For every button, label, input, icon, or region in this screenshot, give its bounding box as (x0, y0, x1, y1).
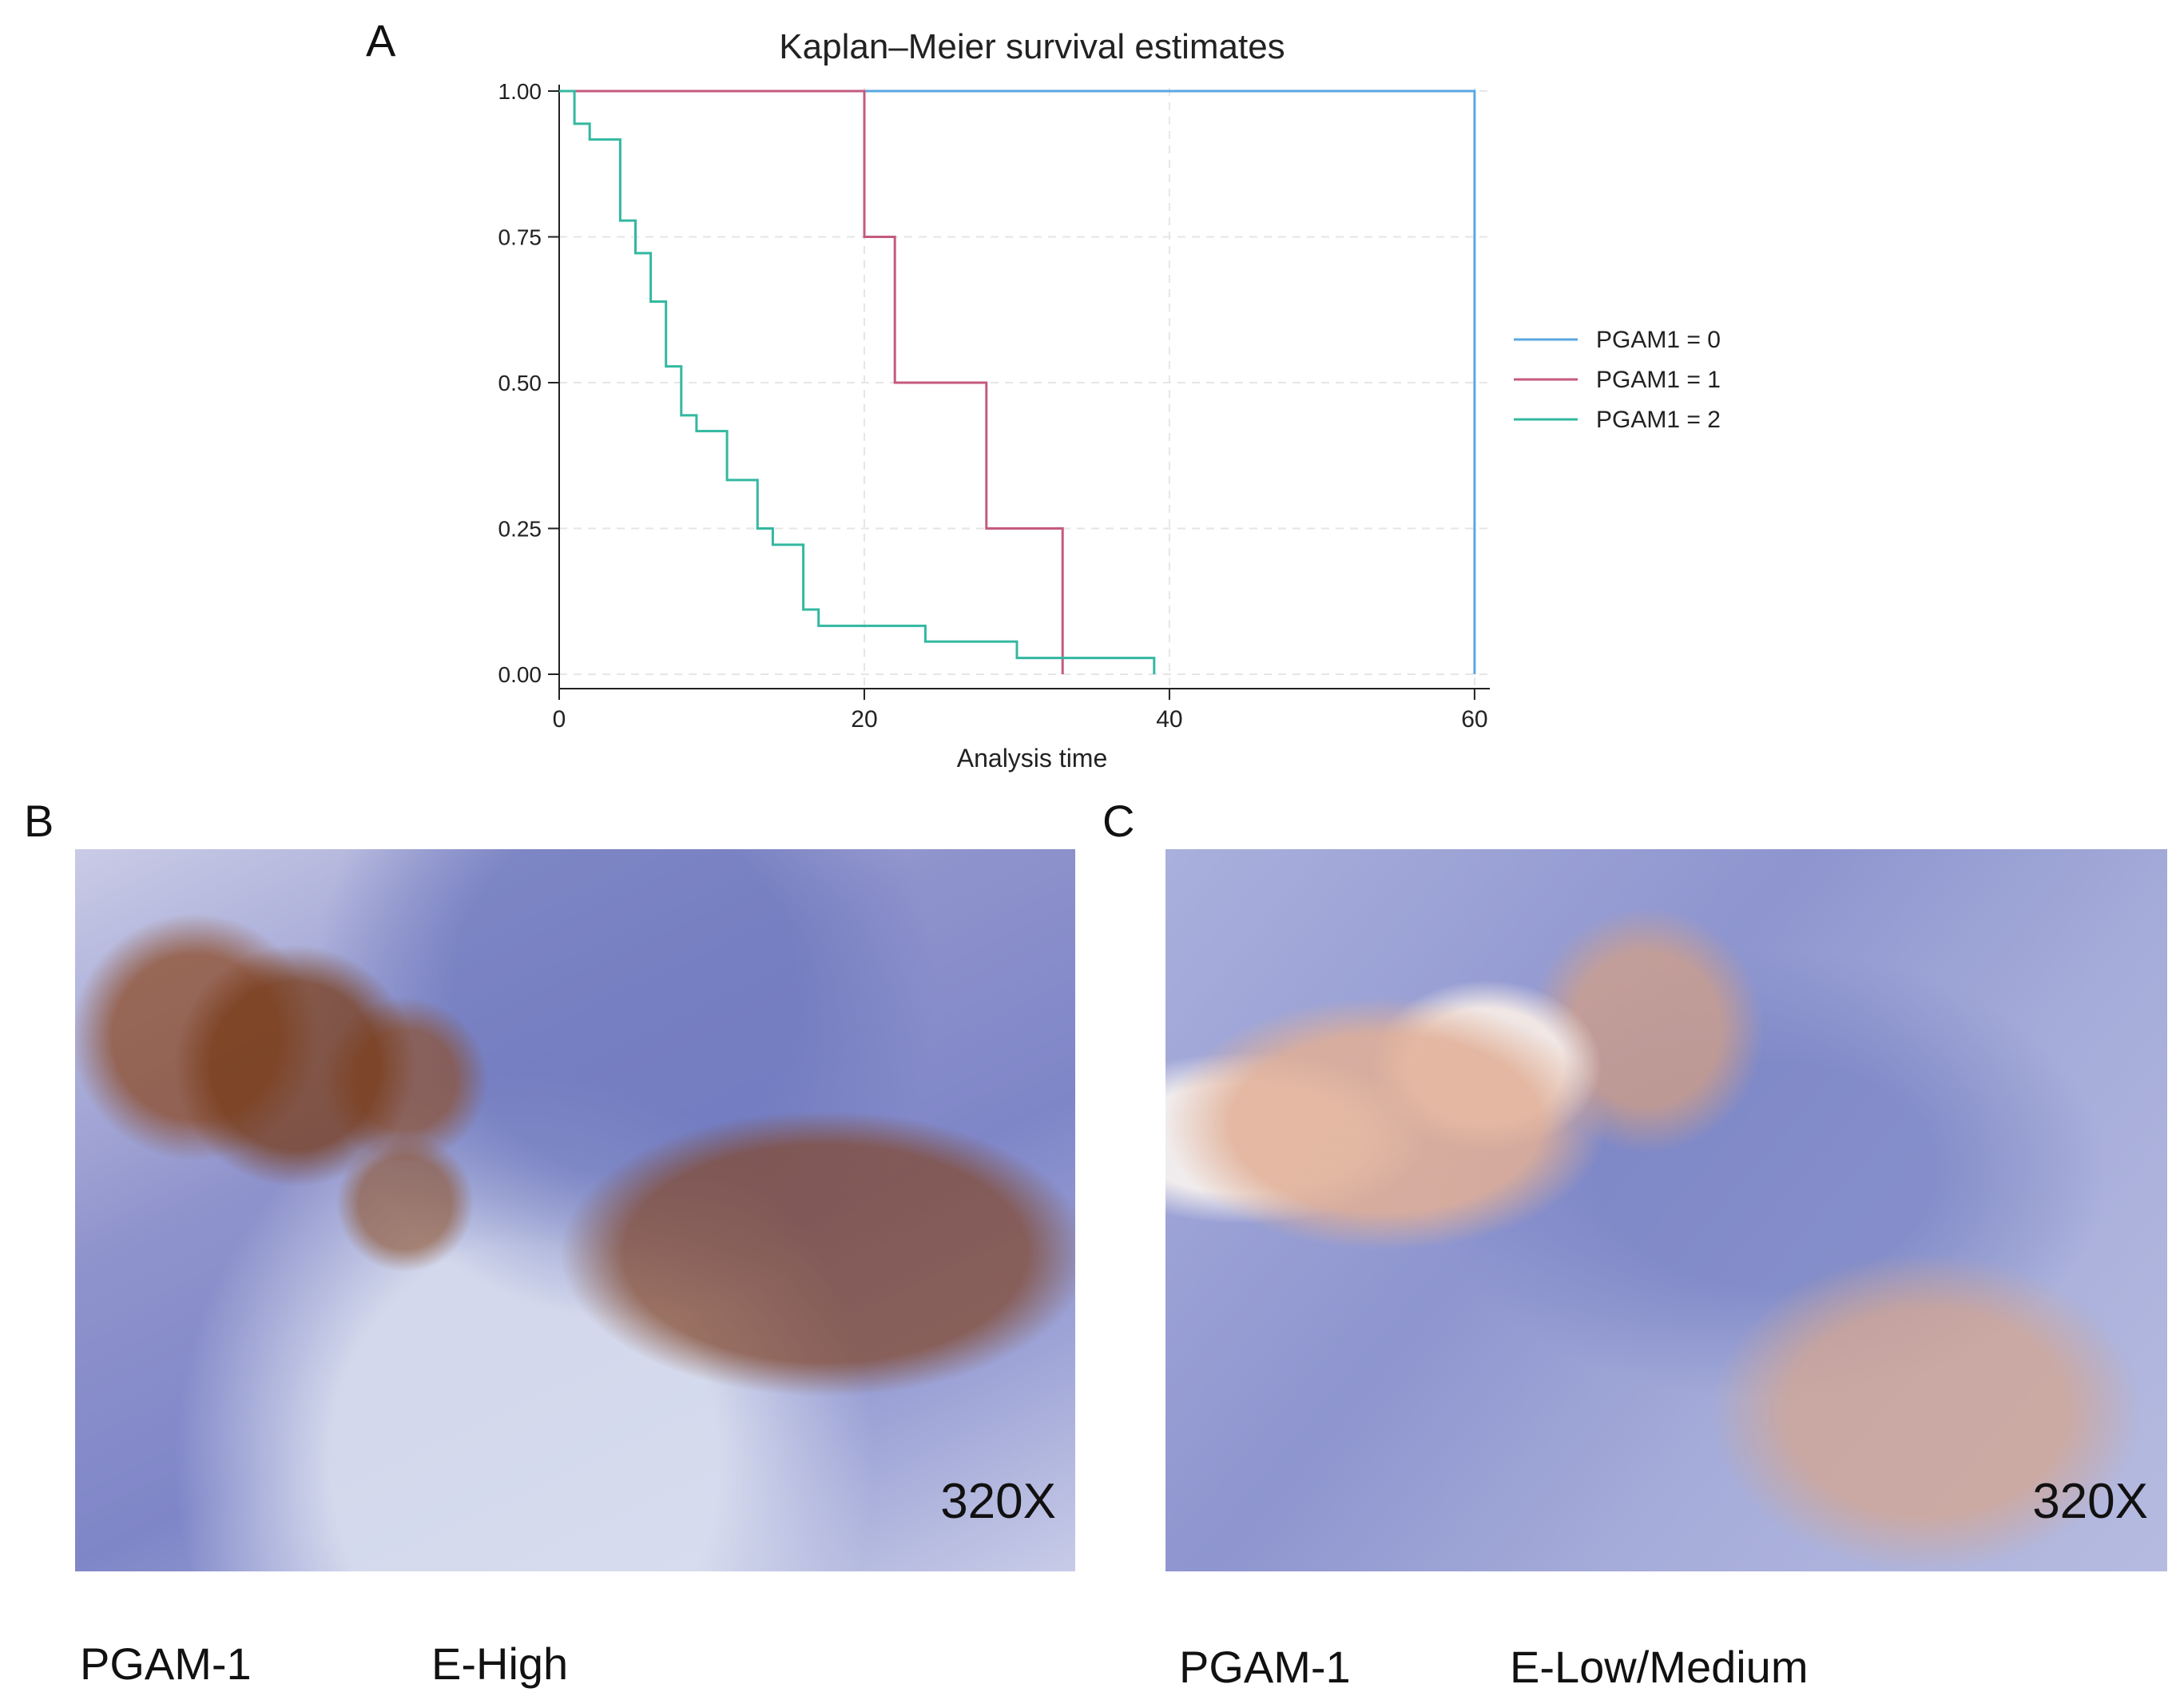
x-tick-label: 60 (1461, 706, 1487, 733)
x-tick-label: 40 (1156, 706, 1182, 733)
legend-label: PGAM1 = 2 (1596, 407, 1721, 433)
magnification-label: 320X (2032, 1474, 2148, 1529)
x-axis-label: Analysis time (957, 744, 1108, 773)
panel-letter-c: C (1102, 796, 1135, 846)
legend-label: PGAM1 = 1 (1596, 367, 1721, 393)
survival-line-pgam1-1 (559, 89, 1064, 674)
stained-micrograph-e-low-medium: 320X (1165, 849, 2167, 1571)
y-tick-label: 0.25 (498, 517, 542, 542)
chart-title: Kaplan–Meier survival estimates (779, 27, 1285, 66)
y-tick-label: 0.75 (498, 225, 542, 250)
survival-line-pgam1-2 (559, 89, 1156, 674)
stained-micrograph-e-high: 320X (75, 849, 1075, 1571)
x-tick-label: 0 (553, 706, 566, 733)
kaplan-meier-chart: Kaplan–Meier survival estimates Analysis… (498, 27, 1721, 773)
y-tick-label: 0.50 (498, 371, 542, 395)
magnification-label: 320X (940, 1474, 1056, 1529)
caption-b-marker: PGAM-1 (80, 1638, 252, 1689)
caption-c-level: E-Low/Medium (1510, 1642, 1809, 1692)
x-tick-label: 20 (851, 706, 877, 733)
caption-b-level: E-High (431, 1638, 569, 1689)
y-tick-label: 0.00 (498, 662, 542, 687)
legend-label: PGAM1 = 0 (1596, 327, 1721, 353)
panel-letter-b: B (24, 796, 54, 846)
panel-letter-a: A (366, 15, 396, 66)
y-tick-label: 1.00 (498, 79, 542, 104)
caption-c-marker: PGAM-1 (1179, 1642, 1351, 1692)
